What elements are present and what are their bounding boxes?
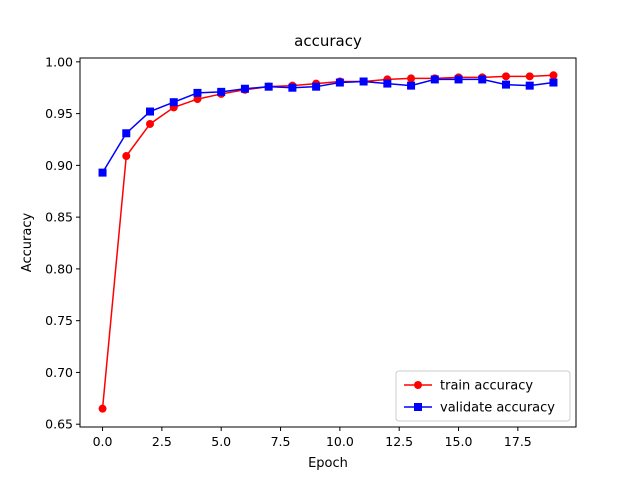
x-tick-label: 5.0: [211, 434, 231, 449]
legend-marker: [414, 403, 422, 411]
legend-entry: train accuracy: [404, 379, 533, 394]
series-layer: [98, 71, 558, 413]
data-point: [430, 75, 439, 84]
data-point: [193, 88, 202, 97]
y-tick-label: 0.65: [45, 417, 73, 432]
data-point: [549, 71, 558, 80]
data-point: [454, 75, 463, 84]
legend-marker: [414, 381, 422, 389]
data-point: [146, 107, 155, 116]
y-tick-label: 0.90: [45, 158, 73, 173]
series-validate-accuracy: [98, 75, 558, 177]
data-point: [264, 82, 273, 91]
data-point: [169, 98, 178, 107]
y-tick-label: 0.85: [45, 210, 73, 225]
data-point: [501, 80, 510, 89]
data-point: [407, 81, 416, 90]
data-point: [122, 129, 131, 138]
data-point: [312, 82, 321, 91]
data-point: [193, 95, 202, 104]
data-point: [335, 78, 344, 87]
data-point: [288, 83, 297, 92]
data-point: [525, 72, 534, 81]
data-point: [359, 77, 368, 86]
data-point: [240, 84, 249, 93]
axes-frame: [79, 57, 577, 428]
series-line: [101, 74, 554, 409]
y-tick-label: 0.75: [45, 313, 73, 328]
x-tick-label: 17.5: [504, 434, 532, 449]
data-point: [525, 81, 534, 90]
x-tick-label: 15.0: [445, 434, 473, 449]
x-tick-label: 12.5: [385, 434, 413, 449]
data-point: [501, 72, 510, 81]
data-point: [383, 79, 392, 88]
data-point: [478, 75, 487, 84]
legend-entry: validate accuracy: [404, 401, 555, 416]
x-tick-label: 10.0: [326, 434, 354, 449]
data-point: [146, 119, 155, 128]
y-tick-label: 0.80: [45, 261, 73, 276]
x-tick-label: 0.0: [93, 434, 113, 449]
data-point: [407, 74, 416, 83]
y-tick-label: 0.70: [45, 365, 73, 380]
data-point: [98, 168, 107, 177]
x-tick-label: 7.5: [271, 434, 291, 449]
y-axis-title: Accuracy: [20, 213, 35, 273]
axis-ticks: 0.0 2.5 5.0 7.5 10.0 12.5 15.0 17.5 0.65 0.70 0.75…: [45, 54, 532, 449]
legend-label: validate accuracy: [440, 401, 555, 416]
x-tick-label: 2.5: [152, 434, 172, 449]
x-axis-title: Epoch: [308, 456, 348, 471]
data-point: [217, 87, 226, 96]
plot-frame: [79, 57, 577, 428]
chart-title: accuracy: [294, 32, 362, 50]
data-point: [98, 404, 107, 413]
legend: train accuracy validate accuracy: [395, 370, 571, 422]
series-line: [101, 78, 554, 174]
data-point: [549, 78, 558, 87]
y-tick-label: 1.00: [45, 54, 73, 69]
legend-label: train accuracy: [440, 379, 533, 394]
series-train-accuracy: [98, 71, 558, 413]
data-point: [122, 152, 131, 161]
legend-box: [395, 370, 571, 422]
y-tick-label: 0.95: [45, 106, 73, 121]
